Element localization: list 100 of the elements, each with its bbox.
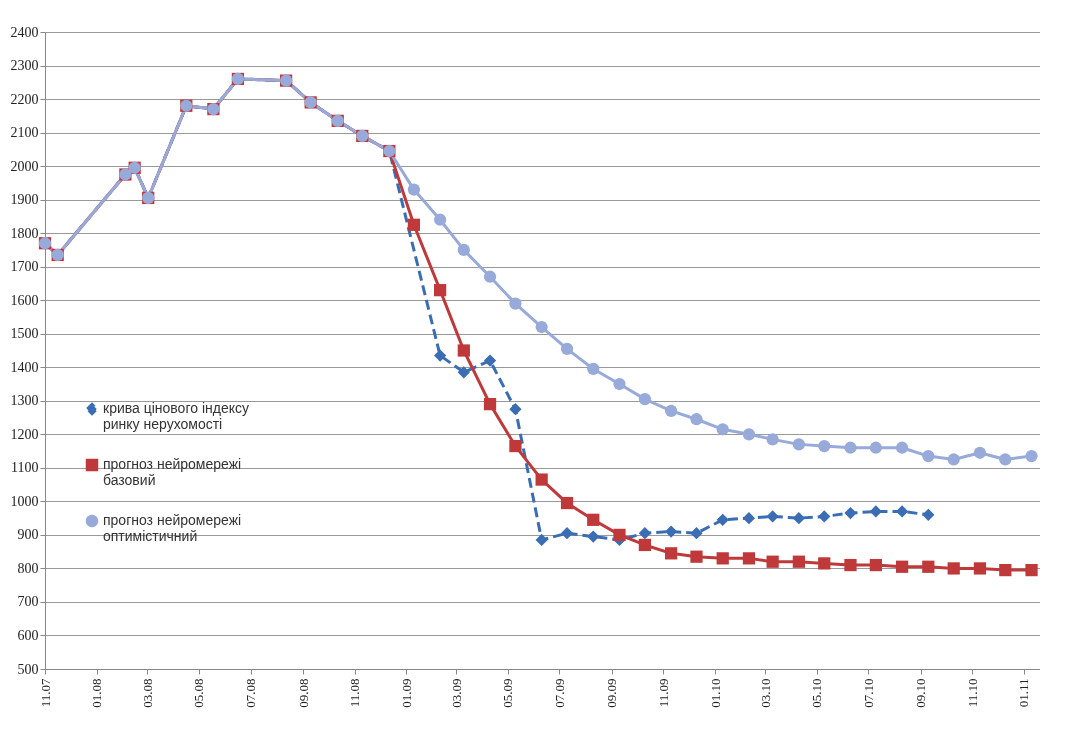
point (973, 562, 987, 575)
point (716, 423, 729, 436)
point (922, 560, 935, 573)
x-tick-label: 11.09 (655, 678, 671, 708)
x-tick-label: 01.09 (398, 678, 414, 708)
point (844, 506, 857, 520)
y-tick-label: 1600 (10, 292, 39, 308)
y-tick-label: 600 (17, 627, 39, 643)
point (690, 413, 703, 426)
point (535, 533, 548, 547)
x-tick-label: 05.08 (191, 678, 207, 708)
y-tick-label: 500 (17, 661, 39, 677)
y-tick-label: 1100 (11, 460, 39, 476)
x-tick-label: 07.10 (860, 678, 876, 708)
point (457, 344, 470, 357)
point (766, 555, 779, 568)
point (895, 505, 909, 518)
y-tick-label: 1300 (10, 393, 39, 409)
point (895, 560, 909, 573)
point (483, 354, 497, 367)
point (947, 562, 960, 575)
y-tick-label: 2200 (10, 91, 39, 107)
x-tick-label: 07.08 (243, 678, 259, 708)
y-tick-label: 2300 (10, 58, 39, 74)
point (869, 505, 882, 518)
y-tick-label: 900 (17, 527, 39, 543)
point (638, 393, 651, 406)
point (766, 433, 779, 446)
point (792, 512, 805, 525)
y-tick-label: 1400 (10, 359, 39, 375)
point (844, 441, 857, 454)
point (457, 366, 470, 379)
point (407, 183, 421, 196)
point (999, 453, 1012, 466)
point (587, 362, 600, 376)
point (407, 218, 421, 231)
x-tick-label: 05.10 (809, 678, 825, 708)
point (560, 342, 574, 355)
y-tick-label: 1000 (10, 493, 39, 509)
point (1025, 450, 1038, 463)
point (664, 525, 678, 538)
x-tick-label: 05.09 (500, 678, 516, 708)
x-tick-label: 03.09 (448, 678, 464, 708)
y-tick-label: 1800 (10, 225, 39, 241)
point (818, 510, 831, 523)
x-tick-label: 03.10 (757, 678, 773, 708)
point (664, 547, 678, 560)
x-tick-label: 11.08 (347, 678, 363, 708)
point (716, 552, 729, 565)
point (869, 558, 882, 572)
point (509, 439, 522, 453)
point (638, 527, 651, 540)
y-tick-label: 1700 (10, 259, 39, 275)
point (587, 513, 600, 526)
y-tick-label: 2000 (10, 158, 39, 174)
point (895, 441, 909, 454)
y-tick-label: 800 (17, 560, 39, 576)
y-tick-label: 1900 (10, 192, 39, 208)
point (792, 555, 805, 568)
point (766, 510, 779, 523)
point (613, 377, 626, 391)
y-tick-label: 1200 (10, 426, 39, 442)
point (509, 403, 522, 416)
point (922, 508, 935, 521)
legend-label: прогноз нейромережі базовий (103, 456, 242, 488)
point (613, 528, 626, 542)
y-tick-label: 2100 (10, 125, 39, 141)
x-tick-label: 09.08 (295, 678, 311, 708)
point (869, 441, 882, 454)
x-tick-label: 01.11 (1016, 678, 1032, 708)
point (434, 213, 447, 226)
point (434, 349, 447, 362)
point (457, 243, 470, 257)
point (434, 284, 447, 297)
y-tick-label: 700 (17, 594, 39, 610)
point (535, 320, 548, 334)
x-tick-label: 01.08 (89, 678, 105, 708)
point (999, 563, 1012, 577)
point (947, 453, 960, 466)
point (1025, 563, 1038, 577)
point (535, 473, 548, 486)
point (742, 552, 756, 565)
point (818, 557, 831, 570)
point (509, 297, 522, 310)
x-tick-label: 01.10 (707, 678, 723, 708)
point (587, 530, 600, 543)
point (483, 398, 497, 411)
y-tick-label: 1500 (10, 326, 39, 342)
x-tick-label: 03.08 (139, 678, 155, 708)
legend-label: прогноз нейромережі оптимістичний (103, 512, 242, 544)
legend-label: крива цінового індексу ринку нерухомості (103, 400, 249, 432)
x-tick-label: 07.09 (551, 678, 567, 708)
point (560, 527, 574, 540)
x-tick-label: 09.10 (913, 678, 929, 708)
point (690, 527, 703, 540)
x-tick-label: 09.09 (604, 678, 620, 708)
point (638, 538, 651, 552)
point (690, 550, 703, 563)
point (716, 513, 729, 526)
point (973, 446, 987, 459)
